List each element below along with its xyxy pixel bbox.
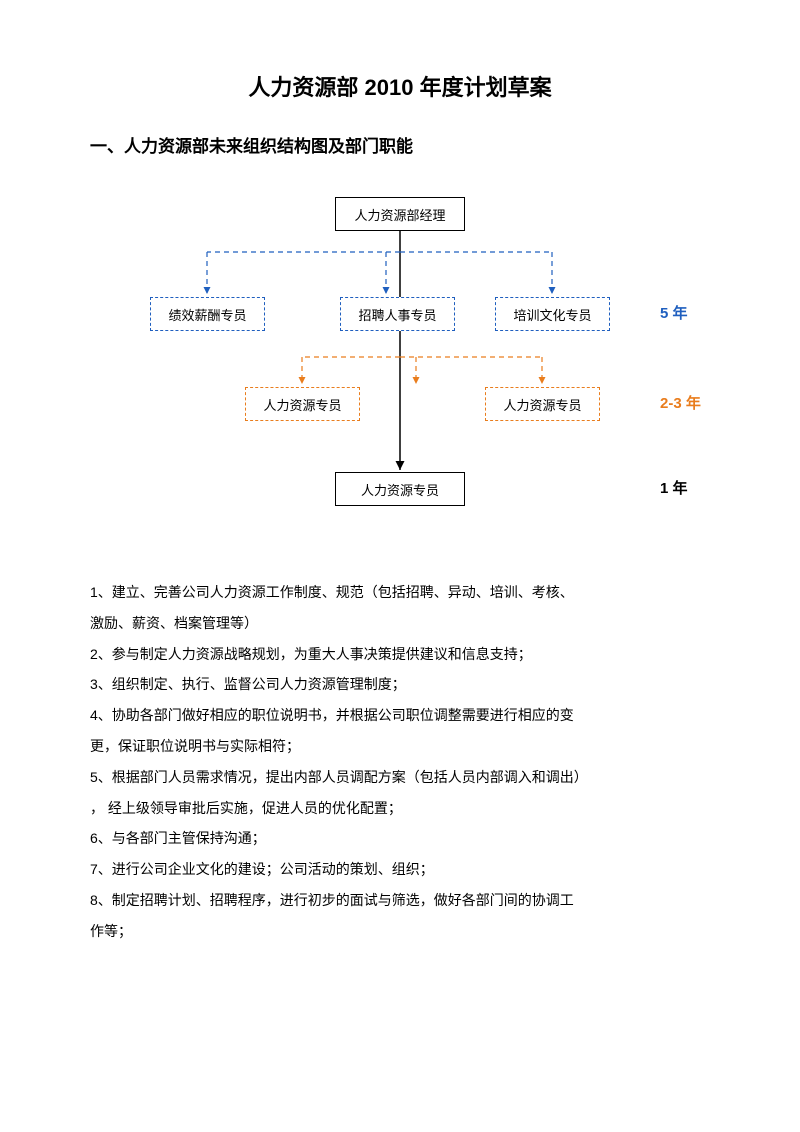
timeline-23yr: 2-3 年 xyxy=(660,392,701,413)
node-label: 绩效薪酬专员 xyxy=(168,305,246,324)
node-label: 人力资源专员 xyxy=(263,395,341,414)
para-8b: 作等； xyxy=(90,916,710,947)
node-spec3: 人力资源专员 xyxy=(335,472,465,506)
para-2: 2、参与制定人力资源战略规划，为重大人事决策提供建议和信息支持； xyxy=(90,639,710,670)
org-chart: 人力资源部经理 绩效薪酬专员 招聘人事专员 培训文化专员 人力资源专员 人力资源… xyxy=(90,197,710,517)
node-manager: 人力资源部经理 xyxy=(335,197,465,231)
para-5a: 5、根据部门人员需求情况，提出内部人员调配方案（包括人员内部调入和调出） xyxy=(90,762,710,793)
para-4a: 4、协助各部门做好相应的职位说明书，并根据公司职位调整需要进行相应的变 xyxy=(90,700,710,731)
para-1a: 1、建立、完善公司人力资源工作制度、规范（包括招聘、异动、培训、考核、 xyxy=(90,577,710,608)
node-training: 培训文化专员 xyxy=(495,297,610,331)
para-6: 6、与各部门主管保持沟通； xyxy=(90,823,710,854)
node-perf: 绩效薪酬专员 xyxy=(150,297,265,331)
chart-connectors xyxy=(90,197,710,517)
para-3: 3、组织制定、执行、监督公司人力资源管理制度； xyxy=(90,669,710,700)
node-label: 人力资源专员 xyxy=(361,480,439,499)
node-spec1: 人力资源专员 xyxy=(245,387,360,421)
timeline-5yr: 5 年 xyxy=(660,302,688,323)
para-5b: ， 经上级领导审批后实施，促进人员的优化配置； xyxy=(90,793,710,824)
timeline-1yr: 1 年 xyxy=(660,477,688,498)
para-4b: 更，保证职位说明书与实际相符； xyxy=(90,731,710,762)
para-1b: 激励、薪资、档案管理等） xyxy=(90,608,710,639)
para-8a: 8、制定招聘计划、招聘程序，进行初步的面试与筛选，做好各部门间的协调工 xyxy=(90,885,710,916)
node-spec2: 人力资源专员 xyxy=(485,387,600,421)
node-label: 培训文化专员 xyxy=(513,305,591,324)
body-text: 1、建立、完善公司人力资源工作制度、规范（包括招聘、异动、培训、考核、 激励、薪… xyxy=(90,577,710,947)
node-recruit: 招聘人事专员 xyxy=(340,297,455,331)
node-label: 招聘人事专员 xyxy=(358,305,436,324)
node-label: 人力资源部经理 xyxy=(354,205,445,224)
section-heading: 一、人力资源部未来组织结构图及部门职能 xyxy=(90,132,710,157)
para-7: 7、进行公司企业文化的建设；公司活动的策划、组织； xyxy=(90,854,710,885)
page-title: 人力资源部 2010 年度计划草案 xyxy=(90,70,710,102)
node-label: 人力资源专员 xyxy=(503,395,581,414)
